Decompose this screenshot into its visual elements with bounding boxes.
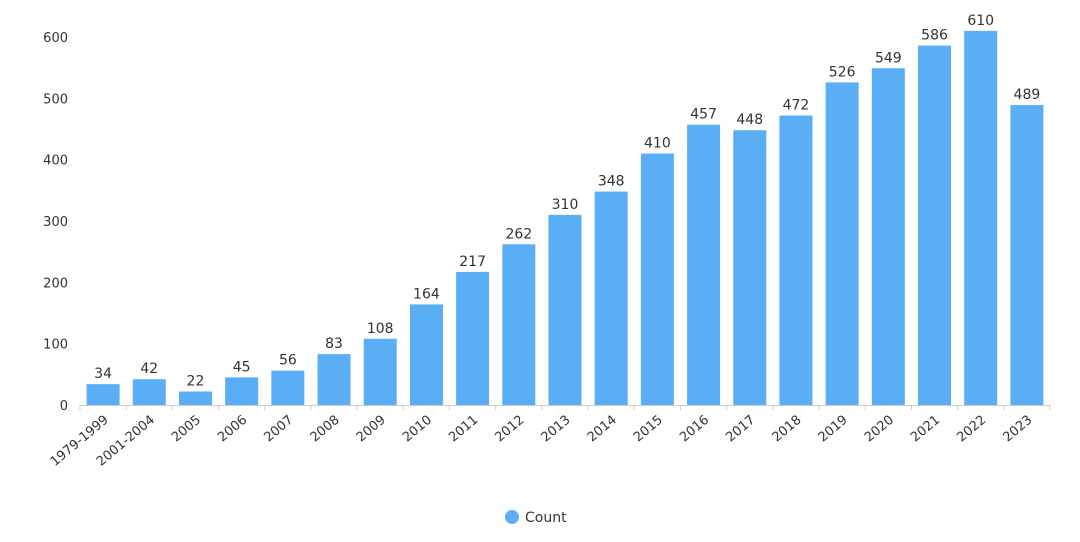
x-tick-label: 2010 bbox=[400, 413, 435, 446]
bars bbox=[86, 30, 1044, 406]
bar bbox=[640, 153, 674, 405]
bar bbox=[317, 354, 351, 405]
data-label: 56 bbox=[279, 353, 297, 369]
x-tick-label: 2020 bbox=[862, 413, 897, 446]
x-tick-label: 2022 bbox=[954, 413, 989, 446]
x-tick-label: 2015 bbox=[631, 413, 666, 446]
legend-label[interactable]: Count bbox=[525, 510, 567, 526]
bar bbox=[225, 377, 259, 405]
x-tick-label: 2016 bbox=[677, 413, 712, 446]
bar bbox=[548, 214, 582, 405]
data-label: 45 bbox=[233, 359, 251, 375]
bar bbox=[363, 338, 397, 405]
y-tick-label: 600 bbox=[43, 31, 68, 46]
data-label: 164 bbox=[413, 286, 440, 302]
data-label: 83 bbox=[325, 336, 343, 352]
x-tick-label: 2014 bbox=[585, 413, 620, 446]
x-tick-label: 2021 bbox=[908, 413, 943, 446]
y-axis: 0 100 200 300 400 500 600 bbox=[43, 31, 68, 414]
x-tick-label: 2017 bbox=[723, 413, 758, 446]
data-label: 348 bbox=[598, 174, 625, 190]
data-label: 526 bbox=[829, 64, 856, 80]
data-label: 108 bbox=[367, 321, 394, 337]
data-label: 586 bbox=[921, 28, 948, 44]
y-tick-label: 300 bbox=[43, 215, 68, 230]
data-label: 42 bbox=[140, 361, 158, 377]
legend[interactable]: Count bbox=[505, 510, 567, 526]
x-tick-label: 2013 bbox=[539, 413, 574, 446]
bar bbox=[779, 115, 813, 406]
data-label: 610 bbox=[967, 13, 994, 29]
data-label: 457 bbox=[690, 107, 717, 123]
data-label: 34 bbox=[94, 366, 112, 382]
data-label: 489 bbox=[1014, 87, 1041, 103]
x-tick-label: 2007 bbox=[261, 413, 296, 446]
x-tick-label: 2018 bbox=[770, 413, 805, 446]
y-tick-label: 0 bbox=[60, 399, 68, 414]
legend-swatch-icon[interactable] bbox=[505, 510, 519, 524]
x-tick-label: 2012 bbox=[492, 413, 527, 446]
data-label: 310 bbox=[552, 197, 579, 213]
data-label: 410 bbox=[644, 136, 671, 152]
bar bbox=[594, 191, 628, 405]
data-label: 448 bbox=[736, 112, 763, 128]
y-tick-label: 500 bbox=[43, 92, 68, 107]
y-tick-label: 400 bbox=[43, 154, 68, 169]
x-tick-label: 2023 bbox=[1000, 413, 1035, 446]
bar bbox=[456, 271, 490, 405]
bar bbox=[964, 30, 998, 405]
data-label: 22 bbox=[187, 374, 205, 390]
bar bbox=[178, 391, 212, 405]
bar bbox=[918, 45, 952, 405]
x-tick-label: 2008 bbox=[308, 413, 343, 446]
bar bbox=[733, 130, 767, 405]
x-tick-label: 2006 bbox=[215, 413, 250, 446]
bar bbox=[825, 82, 859, 406]
data-label: 217 bbox=[459, 254, 486, 270]
bar bbox=[1010, 105, 1044, 405]
data-labels: 34 42 22 45 56 83 108 164 217 262 310 348 410 457 448 4… bbox=[94, 13, 1040, 390]
bar bbox=[132, 379, 166, 405]
bar bbox=[687, 124, 721, 405]
data-label: 549 bbox=[875, 50, 902, 66]
bar bbox=[409, 304, 443, 405]
bar bbox=[502, 244, 536, 405]
x-tick-label: 2009 bbox=[354, 413, 389, 446]
bar bbox=[86, 384, 120, 405]
x-tick-label: 2005 bbox=[169, 413, 204, 446]
y-tick-label: 100 bbox=[43, 338, 68, 353]
x-tick-label: 2011 bbox=[446, 413, 481, 446]
x-tick-label: 2019 bbox=[816, 413, 851, 446]
bar bbox=[271, 370, 305, 405]
bar bbox=[871, 68, 905, 405]
y-tick-label: 200 bbox=[43, 276, 68, 291]
data-label: 472 bbox=[783, 98, 810, 114]
data-label: 262 bbox=[505, 226, 532, 242]
